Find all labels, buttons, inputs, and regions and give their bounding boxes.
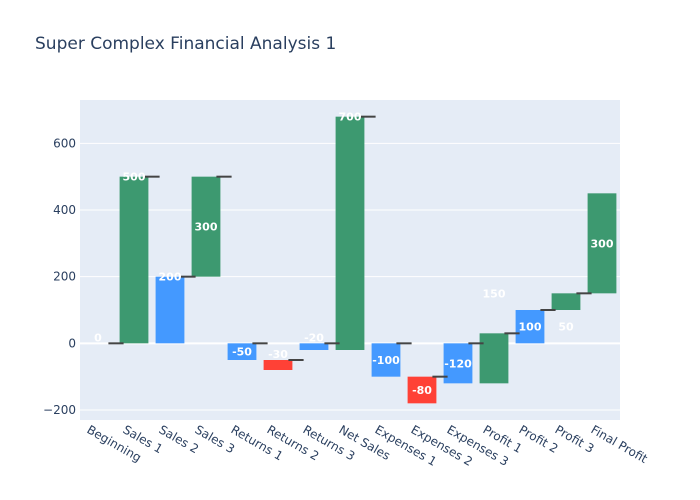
data-label: -20 xyxy=(304,331,324,344)
bar xyxy=(299,343,329,350)
bar xyxy=(587,193,617,294)
connector-layer xyxy=(108,115,592,378)
y-tick-label: 0 xyxy=(68,336,76,350)
y-tick-label: −200 xyxy=(43,403,76,417)
bar xyxy=(551,293,581,310)
bar xyxy=(191,176,221,277)
y-tick-label: 600 xyxy=(53,136,76,150)
bar-layer xyxy=(119,116,617,404)
data-label: -100 xyxy=(372,354,400,367)
x-tick-label: Profit 2 xyxy=(517,422,561,455)
x-tick-label: Sales 2 xyxy=(157,422,202,456)
data-label: 300 xyxy=(195,221,218,234)
data-label: -120 xyxy=(444,357,472,370)
x-tick-label: Sales 3 xyxy=(193,422,238,456)
data-label: 100 xyxy=(519,321,542,334)
data-label: 0 xyxy=(94,331,102,344)
bar xyxy=(371,343,401,377)
data-label: 50 xyxy=(558,321,574,334)
label-layer: 0 500 200 300 -50 -30 -20 700 -100 -80 -120 150 100 5… xyxy=(94,111,614,397)
y-tick-label: 200 xyxy=(53,270,76,284)
y-tick-label: 400 xyxy=(53,203,76,217)
bar xyxy=(335,116,365,351)
x-tick-label: Profit 3 xyxy=(553,422,597,455)
data-label: 200 xyxy=(159,271,182,284)
data-label: 300 xyxy=(591,237,614,250)
data-label: 150 xyxy=(483,287,506,300)
bar xyxy=(155,276,185,344)
bar xyxy=(227,343,257,360)
x-tick-label: Final Profit xyxy=(589,422,651,466)
bar xyxy=(263,360,293,370)
data-label: 700 xyxy=(339,111,362,124)
bar xyxy=(515,310,545,344)
data-label: -50 xyxy=(232,346,252,359)
bar xyxy=(443,343,473,384)
data-label: -30 xyxy=(268,348,288,361)
chart-title: Super Complex Financial Analysis 1 xyxy=(35,34,337,54)
data-label: 500 xyxy=(123,171,146,184)
bar xyxy=(119,176,149,344)
bar xyxy=(479,333,509,384)
y-axis: −200 0 200 400 600 xyxy=(43,136,76,417)
bar xyxy=(407,376,437,404)
data-label: -80 xyxy=(412,384,432,397)
